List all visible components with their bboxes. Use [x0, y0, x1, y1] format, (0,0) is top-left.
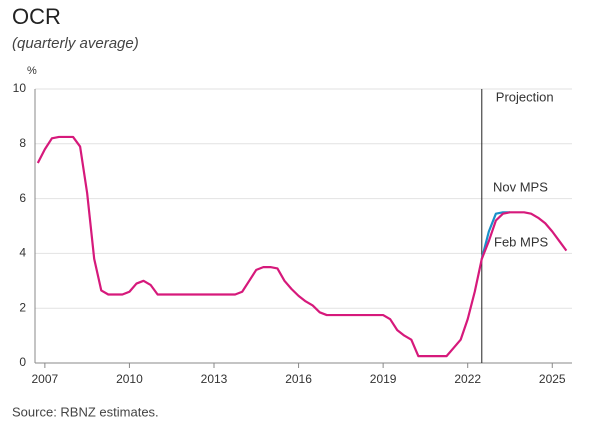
legend-label: Feb MPS: [494, 234, 549, 249]
projection-label: Projection: [496, 89, 554, 104]
x-tick-label: 2025: [539, 372, 566, 386]
x-tick-label: 2022: [454, 372, 481, 386]
x-tick-label: 2013: [201, 372, 228, 386]
legend-label: Nov MPS: [493, 179, 548, 194]
chart-subtitle: (quarterly average): [12, 35, 139, 52]
chart-title: OCR: [12, 4, 61, 29]
x-tick-label: 2007: [32, 372, 59, 386]
y-tick-label: 4: [19, 246, 26, 260]
y-unit: %: [27, 65, 37, 77]
x-tick-label: 2016: [285, 372, 312, 386]
source: Source: RBNZ estimates.: [12, 404, 159, 419]
y-tick-label: 6: [19, 191, 26, 205]
y-tick-label: 2: [19, 300, 26, 314]
x-tick-label: 2010: [116, 372, 143, 386]
x-tick-label: 2019: [370, 372, 397, 386]
y-tick-label: 0: [19, 355, 26, 369]
series-line: [36, 135, 568, 358]
y-tick-label: 8: [19, 136, 26, 150]
y-tick-label: 10: [13, 81, 27, 95]
